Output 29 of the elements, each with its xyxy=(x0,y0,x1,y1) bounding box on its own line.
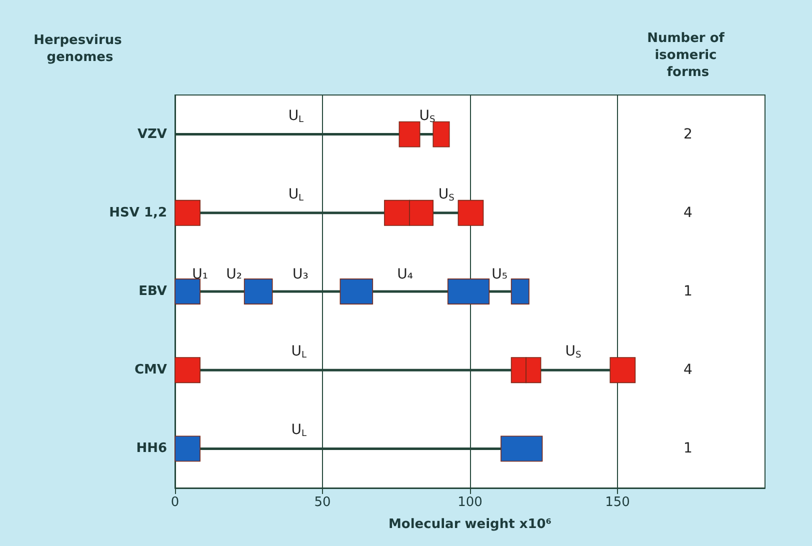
text: Number of isomeric forms xyxy=(647,31,729,80)
y-tick-label: HSV 1,2 xyxy=(109,205,167,220)
annotation: 2 xyxy=(684,126,692,142)
annotation: 1 xyxy=(684,440,692,457)
bar xyxy=(510,278,530,304)
annotation: 4 xyxy=(684,362,693,378)
x-tick-label: 150 xyxy=(605,495,630,510)
x-tick-label: 100 xyxy=(458,495,482,510)
x-tick-label: 50 xyxy=(314,495,331,510)
bar xyxy=(610,357,636,384)
bar xyxy=(458,200,484,226)
annotation: U₃ xyxy=(292,266,308,282)
y-tick-label: CMV xyxy=(134,362,167,378)
annotation: 4 xyxy=(684,204,693,221)
bar xyxy=(432,121,450,148)
bar xyxy=(174,357,200,384)
y-tick-label: HH6 xyxy=(136,441,167,456)
annotation: U₁ xyxy=(192,266,208,282)
x-tick-label: 0 xyxy=(170,495,180,510)
annotation: 1 xyxy=(684,284,692,300)
y-tick-label: VZV xyxy=(137,126,167,142)
annotation: U₅ xyxy=(492,266,508,282)
y-tick-label: EBV xyxy=(138,284,167,299)
annotation: U₄ xyxy=(397,266,414,282)
bar xyxy=(398,121,420,148)
x-axis-title: Molecular weight x10⁶ xyxy=(388,517,552,532)
y-axis-title: Herpesvirus genomes xyxy=(34,33,126,65)
annotation: U₂ xyxy=(226,266,242,282)
bar xyxy=(174,200,200,226)
